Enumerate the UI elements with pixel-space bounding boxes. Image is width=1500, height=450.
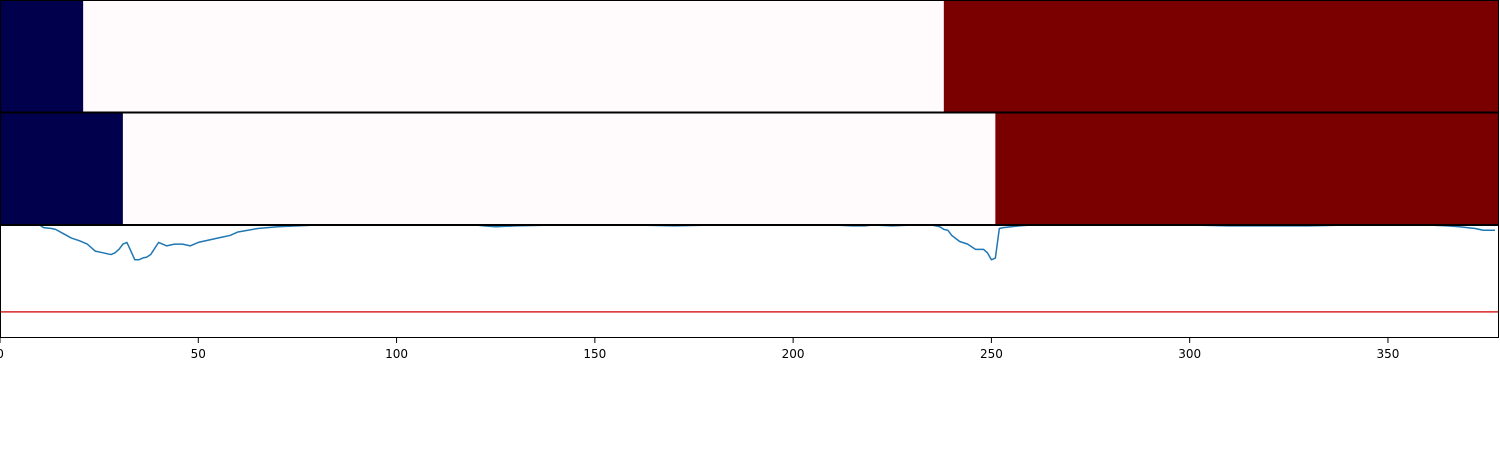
plot-area <box>0 0 1499 338</box>
series-layer <box>0 225 1499 313</box>
band-0-segment-1 <box>83 0 944 113</box>
series-line-0 <box>39 225 1496 261</box>
band-1-segment-2 <box>995 112 1499 225</box>
band-1-frame <box>0 112 1499 225</box>
x-tick-label-200: 200 <box>782 347 805 361</box>
band-0-segment-0 <box>0 0 84 113</box>
line-panel-frame <box>0 225 1499 338</box>
x-tick-label-300: 300 <box>1178 347 1201 361</box>
heat-bands <box>0 0 1499 225</box>
band-1-segment-1 <box>122 112 996 225</box>
x-tick-label-250: 250 <box>980 347 1003 361</box>
x-tick-label-50: 50 <box>191 347 206 361</box>
x-tick-label-350: 350 <box>1377 347 1400 361</box>
band-0-segment-2 <box>943 0 1499 113</box>
band-1-segment-0 <box>0 112 123 225</box>
x-tick-label-0: 0 <box>0 347 4 361</box>
line-panel-background <box>0 225 1499 338</box>
x-axis: 0 50 100 150 200 250 300 350 <box>0 338 1399 361</box>
band-0-frame <box>0 0 1499 113</box>
x-tick-label-100: 100 <box>385 347 408 361</box>
x-tick-label-150: 150 <box>583 347 606 361</box>
